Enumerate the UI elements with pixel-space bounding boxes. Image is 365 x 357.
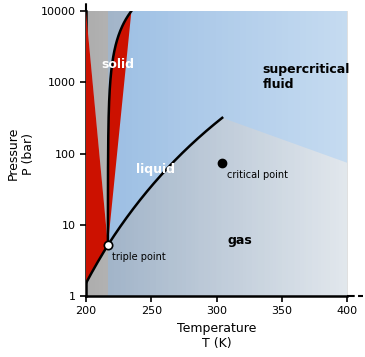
Polygon shape (323, 11, 330, 296)
Polygon shape (240, 11, 246, 296)
Polygon shape (293, 11, 300, 296)
Polygon shape (222, 11, 228, 296)
Text: liquid: liquid (136, 163, 174, 176)
Polygon shape (335, 11, 342, 296)
X-axis label: Temperature
T (K): Temperature T (K) (177, 322, 256, 350)
Polygon shape (204, 11, 210, 296)
Polygon shape (168, 11, 174, 296)
Polygon shape (288, 11, 293, 296)
Polygon shape (312, 11, 318, 296)
Polygon shape (342, 11, 347, 296)
Polygon shape (264, 11, 270, 296)
Polygon shape (156, 11, 162, 296)
Polygon shape (270, 11, 276, 296)
Polygon shape (108, 11, 114, 296)
Polygon shape (162, 11, 168, 296)
Y-axis label: Pressure
P (bar): Pressure P (bar) (7, 127, 35, 180)
Polygon shape (282, 11, 288, 296)
Polygon shape (306, 11, 312, 296)
Text: solid: solid (101, 57, 135, 71)
Polygon shape (300, 11, 306, 296)
Polygon shape (246, 11, 251, 296)
Polygon shape (258, 11, 264, 296)
Polygon shape (108, 11, 347, 245)
Polygon shape (174, 11, 180, 296)
Polygon shape (198, 11, 204, 296)
Polygon shape (228, 11, 234, 296)
Polygon shape (318, 11, 323, 296)
Polygon shape (150, 11, 156, 296)
Polygon shape (126, 11, 132, 296)
Text: gas: gas (227, 234, 252, 247)
Polygon shape (186, 11, 192, 296)
Polygon shape (120, 11, 126, 296)
Polygon shape (132, 11, 138, 296)
Polygon shape (138, 11, 144, 296)
Polygon shape (114, 11, 120, 296)
Polygon shape (180, 11, 186, 296)
Polygon shape (86, 11, 131, 283)
Text: supercritical
fluid: supercritical fluid (262, 62, 350, 91)
Polygon shape (210, 11, 216, 296)
Polygon shape (216, 11, 222, 296)
Text: critical point: critical point (227, 170, 288, 180)
Text: triple point: triple point (112, 252, 166, 262)
Polygon shape (86, 11, 131, 283)
Polygon shape (192, 11, 198, 296)
Polygon shape (251, 11, 258, 296)
Polygon shape (276, 11, 282, 296)
Polygon shape (144, 11, 150, 296)
Polygon shape (330, 11, 335, 296)
Polygon shape (234, 11, 240, 296)
